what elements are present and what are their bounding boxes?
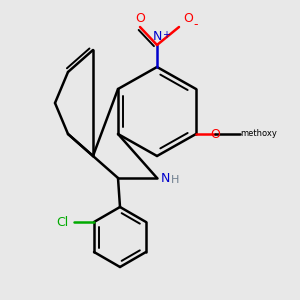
Text: O: O [210, 128, 220, 140]
Text: O: O [135, 12, 145, 25]
Text: H: H [171, 175, 179, 185]
Text: methoxy: methoxy [240, 130, 277, 139]
Text: N: N [161, 172, 170, 184]
Text: Cl: Cl [56, 215, 68, 229]
Text: -: - [193, 19, 197, 32]
Text: O: O [183, 12, 193, 25]
Text: +: + [162, 30, 170, 40]
Text: N: N [152, 30, 162, 43]
